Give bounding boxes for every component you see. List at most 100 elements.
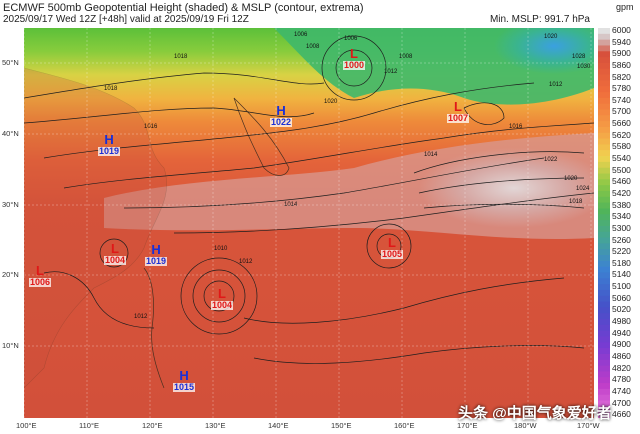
colorbar-swatch — [598, 80, 610, 87]
contour-label: 1018 — [104, 86, 118, 92]
japan-outline — [233, 97, 290, 176]
map-field: 1006 1008 1012 1012 1016 1020 1018 1018 … — [24, 28, 594, 418]
colorbar-swatch — [598, 412, 610, 418]
colorbar-swatch — [598, 225, 610, 233]
colorbar-swatch — [598, 167, 610, 175]
colorbar-swatch — [598, 260, 610, 268]
high-marker: H 1022 — [270, 103, 293, 127]
colorbar-swatch — [598, 126, 610, 134]
colorbar-swatch — [598, 249, 610, 256]
colorbar-swatch — [598, 231, 610, 239]
colorbar-swatch — [598, 156, 610, 163]
lon-label: 180°W — [514, 421, 537, 430]
contour-label: 1012 — [134, 314, 148, 320]
colorbar-tick-label: 5540 — [612, 153, 631, 164]
colorbar-swatch — [598, 359, 610, 367]
colorbar-swatch — [598, 45, 610, 52]
low-marker: L 1005 — [381, 235, 404, 259]
watermark: 头条 @中国气象爱好者 — [458, 405, 612, 422]
map-title: ECMWF 500mb Geopotential Height (shaded)… — [3, 2, 364, 14]
cold-core — [494, 28, 594, 74]
min-mslp-label: Min. MSLP: 991.7 hPa — [489, 14, 590, 25]
colorbar-swatch — [598, 278, 610, 285]
colorbar-swatch — [598, 388, 610, 396]
low-marker: L 1004 — [104, 241, 127, 265]
colorbar-tick-label: 5100 — [612, 281, 631, 292]
colorbar-swatch — [598, 74, 610, 81]
colorbar-swatch — [598, 115, 610, 122]
colorbar-swatch — [598, 324, 610, 332]
colorbar-tick-label: 4860 — [612, 350, 631, 361]
colorbar-tick-label: 5700 — [612, 106, 631, 117]
lon-label: 110°E — [79, 421, 99, 430]
colorbar-swatch — [598, 39, 610, 46]
contour-label: 1024 — [576, 186, 590, 192]
lon-label: 140°E — [268, 421, 289, 430]
contour-label: 1016 — [509, 124, 523, 130]
colorbar-tick-label: 5380 — [612, 199, 631, 210]
colorbar-swatch — [598, 28, 610, 35]
lat-label: 50°N — [2, 58, 19, 67]
colorbar-swatch — [598, 284, 610, 291]
colorbar-swatch — [598, 208, 610, 215]
lon-label: 120°E — [142, 421, 163, 430]
colorbar-tick-label: 5220 — [612, 246, 631, 257]
geopotential-map: 1006 1008 1012 1012 1016 1020 1018 1018 … — [24, 28, 594, 418]
colorbar-tick-label: 5740 — [612, 94, 631, 105]
lon-label: 170°W — [577, 421, 600, 430]
colorbar-swatch — [598, 202, 610, 209]
contour-label: 1012 — [549, 82, 563, 88]
colorbar-swatch — [598, 173, 610, 180]
low-marker: L 1006 — [29, 263, 52, 287]
lon-label: 130°E — [205, 421, 226, 430]
lat-label: 20°N — [2, 270, 19, 279]
colorbar-swatch — [598, 237, 610, 244]
colorbar-tick-label: 4740 — [612, 385, 631, 396]
colorbar-swatch — [598, 68, 610, 76]
colorbar-swatch — [598, 161, 610, 169]
contour-label: 1014 — [424, 152, 438, 158]
colorbar-swatch — [598, 342, 610, 349]
colorbar-swatch — [598, 295, 610, 303]
colorbar-tick-label: 5260 — [612, 234, 631, 245]
colorbar-tick-label: 4780 — [612, 374, 631, 385]
colorbar-tick-label: 5780 — [612, 83, 631, 94]
colorbar-swatch — [598, 301, 610, 308]
colorbar-swatch — [598, 371, 610, 378]
asia-coast — [24, 67, 168, 389]
contour-label: 1010 — [214, 246, 228, 252]
ridge-core — [419, 148, 594, 228]
colorbar-swatch — [598, 319, 610, 326]
header: ECMWF 500mb Geopotential Height (shaded)… — [0, 0, 640, 28]
colorbar-swatch — [598, 307, 610, 314]
colorbar-tick-label: 5300 — [612, 222, 631, 233]
colorbar-swatch — [598, 33, 610, 41]
colorbar-tick-label: 5900 — [612, 48, 631, 59]
contour-label: 1012 — [384, 69, 398, 75]
colorbar-swatch — [598, 289, 610, 297]
colorbar-tick-label: 5860 — [612, 59, 631, 70]
colorbar-swatch — [598, 179, 610, 186]
colorbar-swatch — [598, 336, 610, 343]
colorbar-tick-label: 5340 — [612, 211, 631, 222]
colorbar-tick-label: 4700 — [612, 397, 631, 408]
colorbar-swatch — [598, 255, 610, 262]
colorbar-swatch — [598, 406, 610, 413]
colorbar-swatch — [598, 57, 610, 64]
lon-label: 160°E — [394, 421, 415, 430]
isobar-contours — [24, 35, 594, 364]
colorbar-swatch — [598, 266, 610, 273]
contour-label: 1008 — [399, 54, 413, 60]
colorbar-swatch — [598, 377, 610, 384]
colorbar-swatch — [598, 330, 610, 338]
colorbar-swatch — [598, 132, 610, 140]
colorbar-swatch — [598, 190, 610, 198]
colorbar-tick-label: 5180 — [612, 257, 631, 268]
colorbar-swatch — [598, 313, 610, 320]
colorbar-swatch — [598, 214, 610, 221]
contour-label: 1014 — [284, 202, 298, 208]
contour-label: 1020 — [324, 99, 338, 105]
colorbar-swatch — [598, 86, 610, 93]
colorbar-tick-label: 5620 — [612, 129, 631, 140]
contour-label: 1006 — [294, 32, 308, 38]
